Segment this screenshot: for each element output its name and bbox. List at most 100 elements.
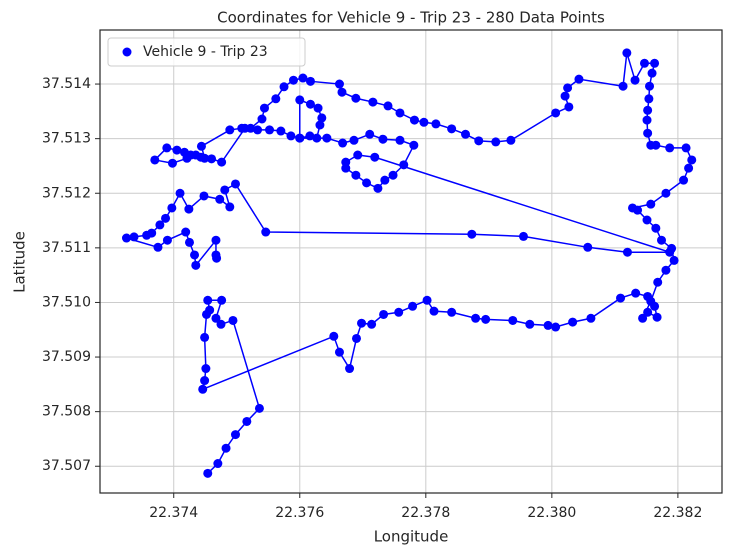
y-tick-label: 37.507 [42,458,91,474]
point [211,313,221,323]
point [357,318,367,328]
point [665,247,675,257]
point [684,163,694,173]
point [395,108,405,118]
point [196,141,206,151]
point [630,75,640,85]
point [334,347,344,357]
point [395,135,405,145]
point [312,133,322,143]
point [200,332,210,342]
point [198,384,208,394]
point [447,124,457,134]
point [642,115,652,125]
point [322,133,332,143]
point [652,312,662,322]
x-tick-label: 22.374 [149,505,198,521]
point [616,293,626,303]
point [409,115,419,125]
point [201,364,211,374]
point [642,215,652,225]
point [211,235,221,245]
point [638,313,648,323]
point [383,101,393,111]
point [518,231,528,241]
point [254,403,264,413]
point [286,131,296,141]
point [207,154,217,164]
point [525,319,535,329]
point [508,315,518,325]
point [471,313,481,323]
point [551,108,561,118]
point [574,74,584,84]
point [467,229,477,239]
point [461,129,471,139]
point [419,117,429,127]
point [631,288,641,298]
plot-frame [99,29,723,494]
point [362,178,372,188]
point [657,235,667,245]
point [681,143,691,153]
point [184,237,194,247]
point [184,204,194,214]
point [153,242,163,252]
point [643,307,653,317]
point [175,188,185,198]
point [378,134,388,144]
point [622,247,632,257]
point [353,150,363,160]
point [225,202,235,212]
point [651,223,661,233]
point [370,152,380,162]
point [628,203,638,213]
point [643,128,653,138]
point [313,103,323,113]
point [167,158,177,168]
point [669,255,679,265]
point [202,309,212,319]
y-tick-label: 37.508 [42,404,91,420]
point [155,220,165,230]
point [341,157,351,167]
point [367,319,377,329]
point [679,175,689,185]
point [351,170,361,180]
point [388,170,398,180]
x-axis-label: Longitude [374,528,449,546]
point [295,95,305,105]
x-tick-label: 22.376 [275,505,324,521]
point [305,131,315,141]
point [661,265,671,275]
point [230,179,240,189]
point [216,319,226,329]
point [551,322,561,332]
point [646,140,656,150]
point [217,295,227,305]
point [317,113,327,123]
point [295,133,305,143]
legend-marker [122,47,132,57]
point [203,295,213,305]
point [646,296,656,306]
point [365,129,375,139]
point [215,194,225,204]
point [408,301,418,311]
point [568,317,578,327]
point [491,137,501,147]
point [422,295,432,305]
point [334,79,344,89]
point [368,97,378,107]
point [259,103,269,113]
point [200,376,210,386]
point [276,126,286,136]
point [563,83,573,93]
point [687,155,697,165]
point [186,150,196,160]
point [288,75,298,85]
point [217,157,227,167]
point [261,227,271,237]
chart-title: Coordinates for Vehicle 9 - Trip 23 - 28… [217,9,605,27]
point [373,183,383,193]
